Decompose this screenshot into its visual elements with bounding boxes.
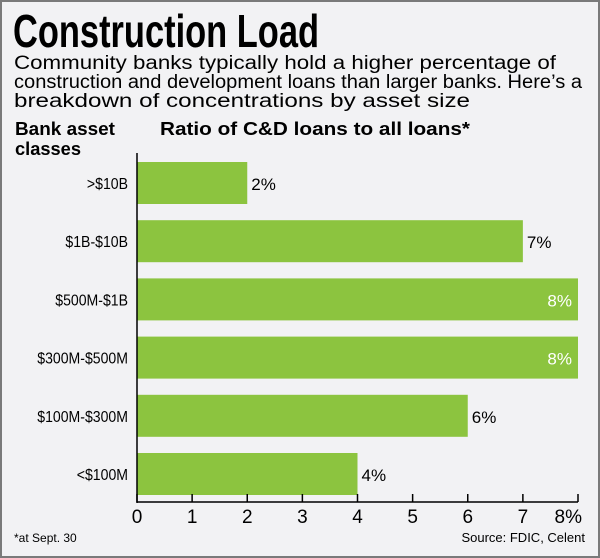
bar xyxy=(137,336,578,379)
bar xyxy=(137,162,248,204)
x-tick-label: 5 xyxy=(407,507,418,528)
footnote: *at Sept. 30 xyxy=(14,531,77,545)
source-note: Source: FDIC, Celent xyxy=(461,530,585,545)
x-tick-label: 3 xyxy=(297,507,308,528)
bar xyxy=(137,220,523,263)
category-label: $500M-$1B xyxy=(55,292,128,310)
category-label: $300M-$500M xyxy=(37,350,128,368)
x-tick-label: 6 xyxy=(462,507,473,528)
category-label: $1B-$10B xyxy=(65,233,128,251)
value-label: 4% xyxy=(362,466,387,485)
x-tick-label: 1 xyxy=(187,507,198,528)
x-tick-label: 0 xyxy=(132,507,143,528)
subtitle-line: Community banks typically hold a higher … xyxy=(14,53,557,74)
category-label: $100M-$300M xyxy=(37,408,128,426)
y-axis-label: classes xyxy=(15,139,81,159)
value-label: 8% xyxy=(547,350,572,369)
subtitle-line: breakdown of concentrations by asset siz… xyxy=(14,91,470,112)
bar xyxy=(137,394,468,437)
x-tick-label: 8% xyxy=(555,507,583,528)
bar xyxy=(137,278,578,321)
value-label: 8% xyxy=(547,291,572,310)
category-label: >$10B xyxy=(87,175,128,193)
x-tick-label: 7 xyxy=(518,507,529,528)
value-label: 7% xyxy=(527,233,552,252)
x-tick-label: 4 xyxy=(352,507,363,528)
chart-title: Construction Load xyxy=(13,5,319,57)
x-axis-label: Ratio of C&D loans to all loans* xyxy=(160,119,470,139)
x-tick-label: 2 xyxy=(242,507,253,528)
bar xyxy=(137,453,358,495)
value-label: 2% xyxy=(251,175,276,194)
value-label: 6% xyxy=(472,408,497,427)
y-axis-label: Bank asset xyxy=(15,119,115,139)
category-label: <$100M xyxy=(77,466,128,484)
subtitle-line: construction and development loans than … xyxy=(14,72,582,93)
